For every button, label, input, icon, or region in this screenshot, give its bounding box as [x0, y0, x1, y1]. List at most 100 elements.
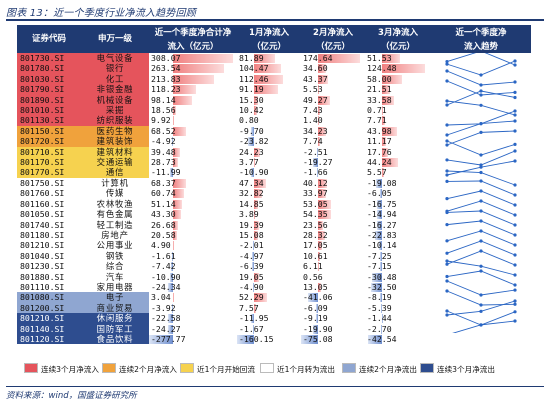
cell-m1: 32.82 — [237, 188, 301, 199]
value-bar — [382, 54, 401, 63]
cell-industry: 采掘 — [81, 105, 149, 116]
cell-code: 801760.SI — [17, 188, 81, 199]
value-text: -1.66 — [303, 167, 328, 178]
trend-point — [445, 99, 449, 103]
value-text: 33.97 — [303, 188, 328, 199]
value-bar — [382, 64, 426, 74]
cell-m2: -2.51 — [301, 147, 365, 157]
trend-point — [445, 262, 449, 266]
value-text: -160.15 — [239, 333, 274, 344]
header-quarter-unit: 流入（亿元） — [149, 41, 237, 53]
cell-q: -22.58 — [149, 313, 237, 324]
value-bar — [317, 74, 329, 84]
value-bar — [317, 230, 325, 240]
value-text: -16.75 — [367, 198, 397, 209]
cell-m3: -19.08 — [365, 178, 431, 188]
value-bar — [382, 95, 394, 105]
value-bar — [301, 334, 318, 344]
cell-m3: 0.71 — [365, 105, 431, 116]
trend-point — [445, 158, 449, 162]
legend-swatch — [260, 363, 274, 373]
cell-m2: 53.05 — [301, 199, 365, 209]
cell-m3: 58.00 — [365, 74, 431, 84]
trend-line — [446, 310, 516, 326]
value-text: 7.57 — [239, 302, 259, 313]
value-text: 19.39 — [239, 219, 264, 230]
cell-m2: 174.64 — [301, 53, 365, 63]
value-text: -1.67 — [239, 323, 264, 334]
trend-point — [513, 223, 517, 227]
header-quarter: 近一个季度净合计净 — [149, 25, 237, 41]
title-rule — [6, 19, 544, 21]
legend-label: 连续2个月净流出 — [359, 365, 417, 374]
legend-item: 连续2个月净流入 — [102, 363, 177, 375]
value-text: -11.99 — [151, 167, 181, 178]
value-text: 1.40 — [303, 115, 323, 126]
value-bar — [317, 220, 324, 230]
cell-q: 68.52 — [149, 126, 237, 136]
value-bar — [379, 293, 383, 303]
cell-industry: 纺织服装 — [81, 115, 149, 126]
cell-code: 801720.SI — [17, 136, 81, 147]
table-row: 801760.SI 传媒 60.74 32.82 33.97 -6.05 — [17, 188, 531, 199]
cell-m3: -14.94 — [365, 209, 431, 220]
cell-code: 801230.SI — [17, 261, 81, 272]
trend-point — [445, 143, 449, 147]
table-row: 801750.SI 计算机 68.37 47.34 40.12 -19.08 — [17, 177, 531, 189]
cell-m3: -16.27 — [365, 220, 431, 230]
cell-q: 60.74 — [149, 188, 237, 199]
cell-m1: -23.82 — [237, 136, 301, 147]
value-bar — [382, 168, 385, 178]
cell-m3: -8.19 — [365, 292, 431, 303]
value-bar — [167, 324, 173, 334]
cell-code: 801110.SI — [17, 281, 81, 293]
value-text: 3.89 — [239, 209, 259, 220]
trend-point — [513, 253, 517, 257]
cell-m3: -10.14 — [365, 240, 431, 251]
value-text: 7.74 — [303, 136, 323, 147]
value-bar — [172, 74, 215, 84]
value-text: 13.05 — [303, 281, 328, 292]
legend-item: 连续3个月净流出 — [420, 363, 495, 375]
cell-industry: 食品饮料 — [81, 333, 149, 345]
cell-q: 68.37 — [149, 178, 237, 188]
value-bar — [171, 262, 173, 272]
cell-q: 263.54 — [149, 63, 237, 74]
trend-point — [445, 169, 449, 173]
legend: 连续3个月净流入 连续2个月净流入 近1个月开始回流 近1个月转为流出 连续2个月净流出… — [24, 363, 504, 377]
cell-q: 43.30 — [149, 209, 237, 220]
value-bar — [315, 314, 318, 324]
cell-m3: -22.83 — [365, 230, 431, 240]
cell-industry: 机械设备 — [81, 94, 149, 106]
cell-q: 118.23 — [149, 84, 237, 95]
value-bar — [172, 293, 174, 303]
value-text: 3.77 — [239, 157, 259, 168]
value-text: -30.48 — [367, 271, 397, 282]
value-text: 24.23 — [239, 146, 264, 157]
table-row: 801010.SI 采掘 18.56 10.42 7.43 0.71 — [17, 105, 531, 116]
value-text: 9.92 — [151, 115, 171, 126]
value-text: 40.12 — [303, 177, 328, 188]
trend-point — [445, 210, 449, 215]
value-text: 11.17 — [367, 136, 392, 147]
table-row: 801170.SI 交通运输 28.73 3.77 -19.27 44.24 — [17, 157, 531, 168]
cell-q: -4.92 — [149, 136, 237, 147]
value-bar — [250, 314, 254, 324]
cell-q: -277.77 — [149, 334, 237, 344]
value-bar — [382, 116, 385, 126]
value-bar — [167, 282, 173, 292]
trend-point — [445, 103, 449, 107]
trend-point — [445, 123, 449, 127]
legend-swatch — [24, 363, 38, 373]
cell-m1: 104.47 — [237, 63, 301, 74]
cell-m3: 44.24 — [365, 157, 431, 168]
cell-q: 20.58 — [149, 230, 237, 240]
value-bar — [375, 178, 383, 188]
value-bar — [253, 272, 259, 282]
trend-point — [479, 239, 483, 243]
trend-point — [479, 323, 483, 327]
cell-m2: 23.56 — [301, 220, 365, 230]
value-text: 6.11 — [303, 261, 323, 272]
trend-sparklines — [445, 53, 517, 333]
cell-m2: 7.74 — [301, 136, 365, 147]
